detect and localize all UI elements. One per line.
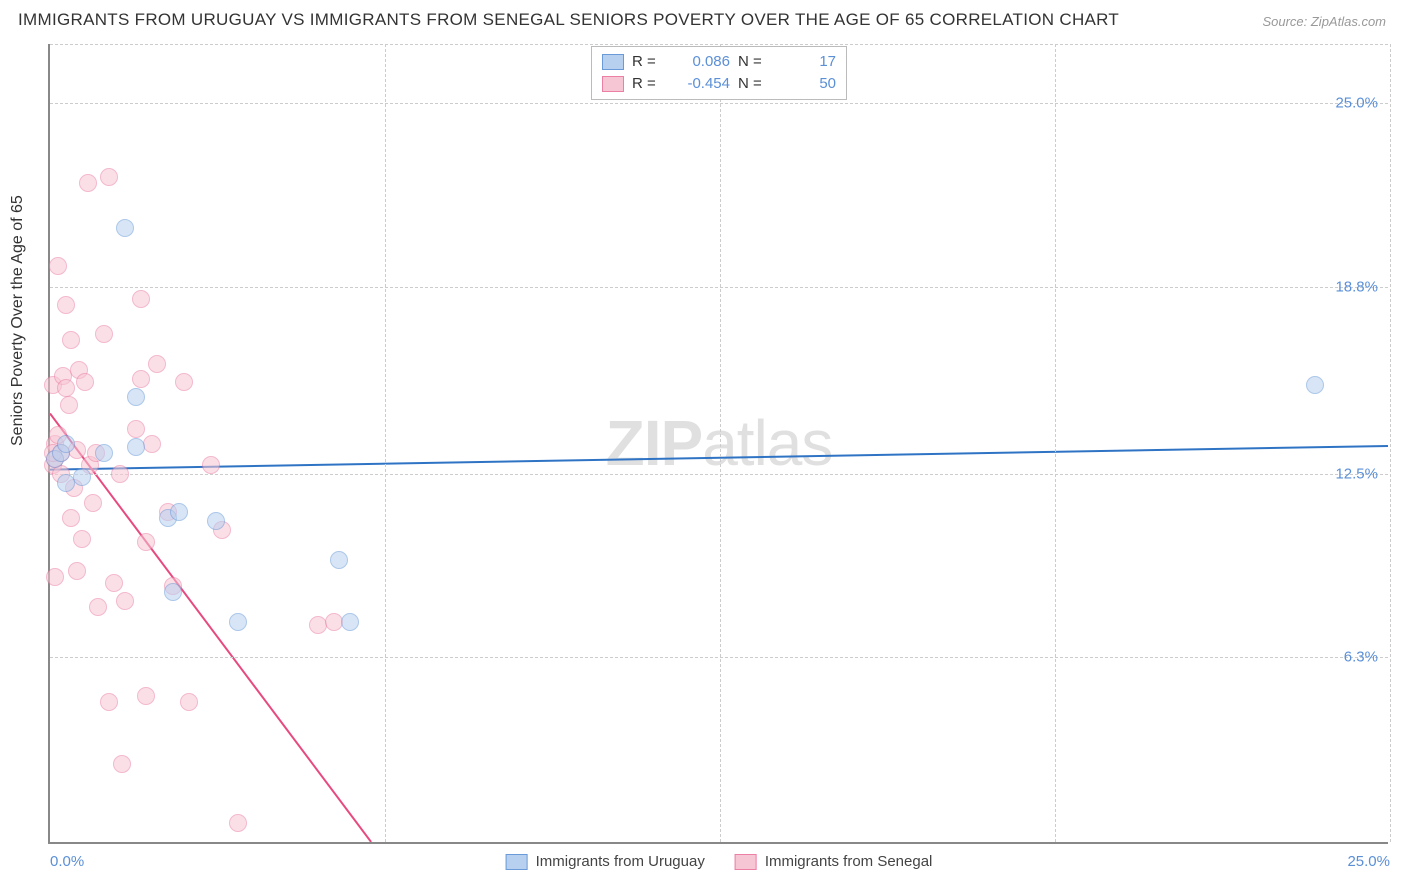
regression-lines (50, 44, 1388, 842)
chart-container: IMMIGRANTS FROM URUGUAY VS IMMIGRANTS FR… (0, 0, 1406, 892)
scatter-point-senegal (137, 533, 155, 551)
y-tick-label: 18.8% (1335, 278, 1378, 295)
scatter-point-uruguay (127, 438, 145, 456)
legend-stats-row-uruguay: R = 0.086 N = 17 (602, 51, 836, 73)
scatter-point-senegal (100, 168, 118, 186)
chart-title: IMMIGRANTS FROM URUGUAY VS IMMIGRANTS FR… (18, 10, 1119, 30)
x-tick-label: 0.0% (50, 853, 84, 870)
watermark: ZIPatlas (606, 406, 833, 480)
plot-area: ZIPatlas R = 0.086 N = 17 R = -0.454 N =… (48, 44, 1388, 844)
regression-line-uruguay (50, 446, 1388, 470)
legend-swatch-senegal (602, 76, 624, 92)
scatter-point-senegal (137, 687, 155, 705)
scatter-point-senegal (95, 325, 113, 343)
scatter-point-uruguay (164, 583, 182, 601)
scatter-point-senegal (202, 456, 220, 474)
gridline-horizontal (50, 287, 1388, 288)
scatter-point-senegal (57, 379, 75, 397)
scatter-point-uruguay (127, 388, 145, 406)
gridline-vertical (720, 44, 721, 842)
scatter-point-senegal (116, 592, 134, 610)
gridline-horizontal (50, 657, 1388, 658)
legend-item-senegal: Immigrants from Senegal (735, 853, 933, 870)
y-tick-label: 6.3% (1344, 649, 1378, 666)
gridline-horizontal (50, 474, 1388, 475)
legend-item-uruguay: Immigrants from Uruguay (506, 853, 705, 870)
scatter-point-senegal (89, 598, 107, 616)
scatter-point-uruguay (95, 444, 113, 462)
scatter-point-senegal (143, 435, 161, 453)
source-attribution: Source: ZipAtlas.com (1262, 14, 1386, 29)
scatter-point-uruguay (229, 613, 247, 631)
x-tick-label: 25.0% (1347, 853, 1390, 870)
legend-swatch-uruguay (602, 54, 624, 70)
scatter-point-senegal (73, 530, 91, 548)
scatter-point-senegal (132, 370, 150, 388)
scatter-point-senegal (180, 693, 198, 711)
scatter-point-senegal (68, 562, 86, 580)
scatter-point-uruguay (170, 503, 188, 521)
scatter-point-senegal (105, 574, 123, 592)
scatter-point-uruguay (207, 512, 225, 530)
scatter-point-senegal (62, 331, 80, 349)
scatter-point-senegal (111, 465, 129, 483)
scatter-point-senegal (84, 494, 102, 512)
scatter-point-senegal (79, 174, 97, 192)
scatter-point-senegal (62, 509, 80, 527)
scatter-point-uruguay (57, 435, 75, 453)
scatter-point-senegal (309, 616, 327, 634)
y-tick-label: 25.0% (1335, 95, 1378, 112)
scatter-point-uruguay (73, 468, 91, 486)
gridline-vertical (1055, 44, 1056, 842)
legend-stats-row-senegal: R = -0.454 N = 50 (602, 73, 836, 95)
legend-label-uruguay: Immigrants from Uruguay (536, 853, 705, 870)
scatter-point-uruguay (330, 551, 348, 569)
gridline-horizontal (50, 44, 1388, 45)
scatter-point-senegal (148, 355, 166, 373)
legend-swatch-uruguay (506, 854, 528, 870)
scatter-point-uruguay (116, 219, 134, 237)
scatter-point-senegal (229, 814, 247, 832)
legend-swatch-senegal (735, 854, 757, 870)
scatter-point-senegal (132, 290, 150, 308)
scatter-point-uruguay (1306, 376, 1324, 394)
legend-label-senegal: Immigrants from Senegal (765, 853, 933, 870)
scatter-point-senegal (113, 755, 131, 773)
scatter-point-senegal (49, 257, 67, 275)
scatter-point-senegal (57, 296, 75, 314)
y-tick-label: 12.5% (1335, 465, 1378, 482)
scatter-point-uruguay (341, 613, 359, 631)
scatter-point-senegal (127, 420, 145, 438)
gridline-vertical (1390, 44, 1391, 842)
scatter-point-senegal (175, 373, 193, 391)
scatter-point-senegal (100, 693, 118, 711)
legend-stats: R = 0.086 N = 17 R = -0.454 N = 50 (591, 46, 847, 100)
y-axis-label: Seniors Poverty Over the Age of 65 (9, 195, 27, 446)
scatter-point-senegal (76, 373, 94, 391)
scatter-point-senegal (46, 568, 64, 586)
scatter-point-senegal (60, 396, 78, 414)
gridline-horizontal (50, 103, 1388, 104)
legend-series: Immigrants from Uruguay Immigrants from … (506, 853, 933, 870)
gridline-vertical (385, 44, 386, 842)
